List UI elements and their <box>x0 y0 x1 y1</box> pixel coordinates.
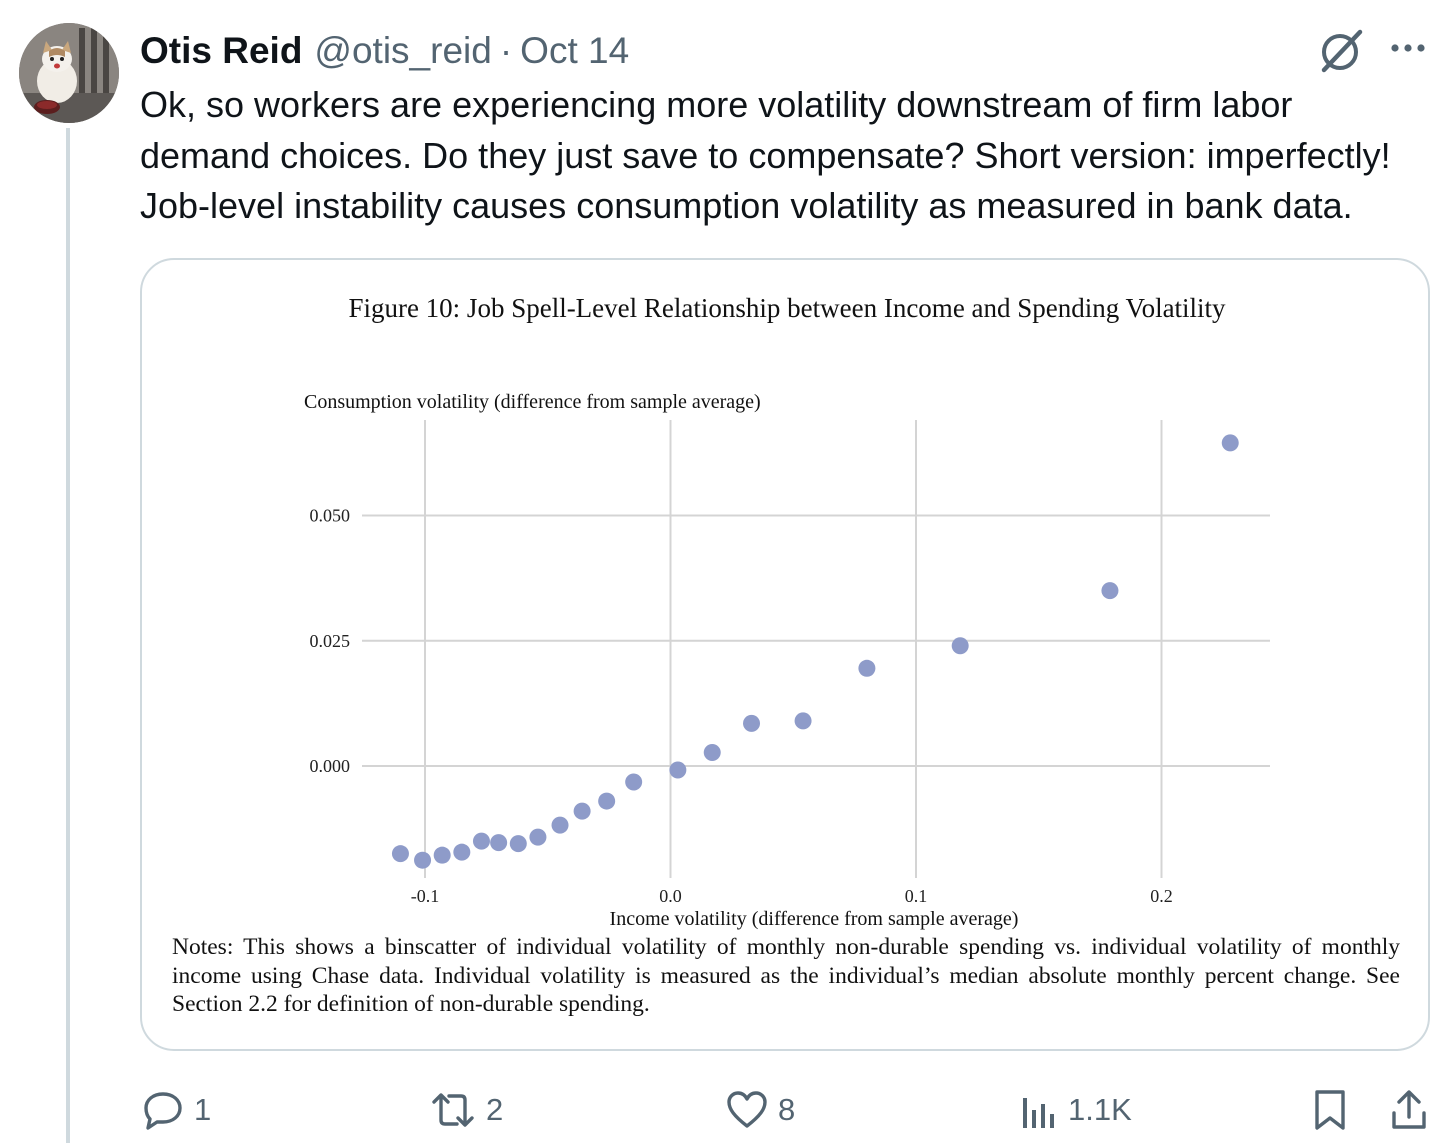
data-point <box>794 712 812 730</box>
data-point <box>598 792 616 810</box>
data-point <box>414 851 432 869</box>
data-point <box>551 816 569 834</box>
grok-icon[interactable] <box>1318 28 1366 74</box>
tweet-text: Ok, so workers are experiencing more vol… <box>140 80 1440 232</box>
data-point <box>529 828 547 846</box>
scatter-chart: Figure 10: Job Spell-Level Relationship … <box>304 293 1270 930</box>
repost-icon <box>432 1093 474 1127</box>
tweet-text-line: Ok, so workers are experiencing more vol… <box>140 84 1293 125</box>
y-axis-label: Consumption volatility (difference from … <box>304 391 761 413</box>
bookmark-icon <box>1315 1090 1345 1130</box>
data-point <box>490 834 508 852</box>
views-button[interactable]: 1.1K <box>1020 1080 1132 1140</box>
data-point <box>625 773 643 791</box>
data-point <box>472 832 490 850</box>
y-tick-label: 0.050 <box>310 506 351 526</box>
author-handle[interactable]: @otis_reid <box>314 30 492 71</box>
data-point <box>669 761 687 779</box>
data-point <box>1221 434 1239 452</box>
data-point <box>391 845 409 863</box>
data-point <box>951 637 969 655</box>
post-date[interactable]: Oct 14 <box>520 30 630 71</box>
author-name[interactable]: Otis Reid <box>140 30 303 71</box>
thread-line <box>66 128 70 1143</box>
data-point <box>433 846 451 864</box>
data-point <box>453 843 471 861</box>
reply-icon <box>144 1092 182 1130</box>
data-point <box>858 659 876 677</box>
tweet-text-line: demand choices. Do they just save to com… <box>140 134 1391 176</box>
like-button[interactable]: 8 <box>726 1080 795 1140</box>
x-tick-label: 0.2 <box>1150 886 1173 906</box>
repost-count: 2 <box>486 1092 504 1127</box>
data-point <box>509 835 527 853</box>
like-icon <box>727 1091 767 1128</box>
y-tick-label: 0.000 <box>310 756 351 776</box>
chart-title: Figure 10: Job Spell-Level Relationship … <box>348 293 1226 323</box>
x-tick-label: 0.0 <box>659 886 682 906</box>
repost-button[interactable]: 2 <box>430 1080 503 1140</box>
separator-dot: · <box>499 30 513 71</box>
view-count: 1.1K <box>1068 1092 1132 1127</box>
reply-button[interactable]: 1 <box>142 1080 211 1140</box>
avatar[interactable] <box>19 23 119 123</box>
share-icon <box>1392 1090 1426 1129</box>
reply-count: 1 <box>194 1092 212 1127</box>
tweet-text-line: Job-level instability causes consumption… <box>140 185 1353 226</box>
action-bar: 1 2 8 1.1K <box>0 1080 1456 1140</box>
media-card[interactable]: Figure 10: Job Spell-Level Relationship … <box>140 258 1430 1051</box>
x-tick-label: 0.1 <box>905 886 928 906</box>
avatar-image <box>19 23 119 123</box>
x-axis-label: Income volatility (difference from sampl… <box>610 908 1019 930</box>
more-icon[interactable] <box>1388 36 1428 60</box>
y-tick-label: 0.025 <box>310 631 351 651</box>
share-button[interactable] <box>1390 1080 1428 1140</box>
like-count: 8 <box>778 1092 796 1127</box>
tweet-header: Otis Reid @otis_reid · Oct 14 <box>140 26 629 76</box>
views-icon <box>1023 1098 1054 1128</box>
data-point <box>743 714 761 732</box>
data-point <box>573 802 591 820</box>
figure-notes: Notes: This shows a binscatter of indivi… <box>172 934 1400 1017</box>
bookmark-button[interactable] <box>1312 1080 1348 1140</box>
x-tick-label: -0.1 <box>411 886 440 906</box>
data-point <box>703 743 721 761</box>
data-point <box>1101 582 1119 600</box>
